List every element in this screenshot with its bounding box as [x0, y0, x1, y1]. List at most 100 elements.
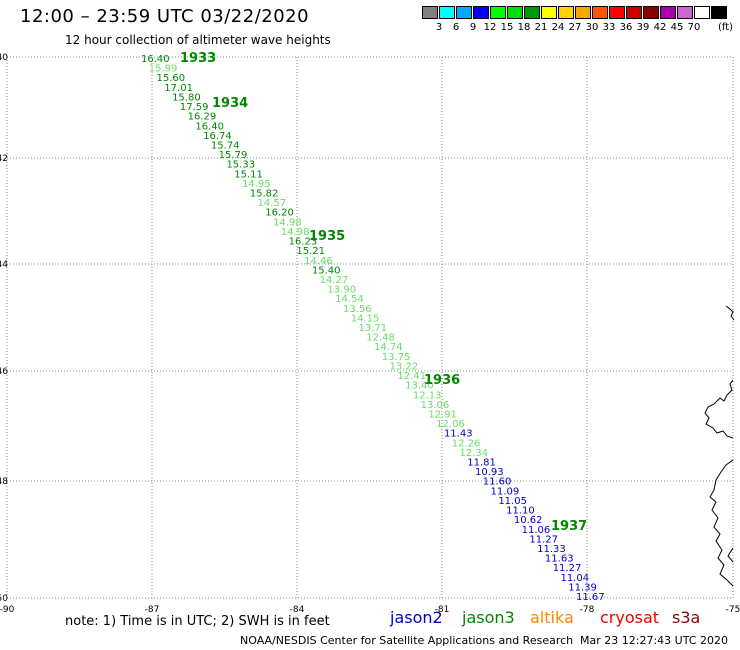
legend-label: 9 [469, 22, 477, 33]
legend-swatch [694, 6, 710, 19]
swh-value: 12.41 [397, 371, 426, 382]
map-title: 12:00 – 23:59 UTC 03/22/2020 [20, 6, 310, 27]
swh-value: 14.46 [304, 256, 333, 267]
swh-value: 15.79 [219, 150, 248, 161]
legend-label: 30 [585, 22, 599, 33]
swh-value: 11.04 [560, 573, 589, 584]
swh-value: 11.06 [522, 525, 551, 536]
swh-value: 13.06 [421, 400, 450, 411]
legend-swatch [473, 6, 489, 19]
swh-value: 17.59 [180, 102, 209, 113]
swh-value: 15.74 [211, 140, 240, 151]
swh-value: 14.98 [281, 227, 310, 238]
legend-label: 24 [551, 22, 565, 33]
swh-value: 14.15 [351, 313, 380, 324]
legend-swatch [422, 6, 438, 19]
lon-label: -81 [435, 605, 450, 615]
legend-label: 27 [568, 22, 582, 33]
swh-value: 11.33 [537, 544, 566, 555]
satellite-s3a: s3a [672, 608, 701, 627]
lat-label: 50 [0, 594, 8, 604]
swh-value: 10.62 [514, 515, 543, 526]
satellite-cryosat: cryosat [600, 608, 660, 627]
legend-swatch [439, 6, 455, 19]
swh-value: 14.98 [273, 217, 302, 228]
legend-swatch [609, 6, 625, 19]
time-label: 1935 [309, 229, 345, 244]
legend-swatch [575, 6, 591, 19]
swh-value: 16.74 [203, 131, 232, 142]
swh-value: 16.40 [195, 121, 224, 132]
legend-swatch [711, 6, 727, 19]
lon-label: -78 [580, 605, 595, 615]
footer-note: note: 1) Time is in UTC; 2) SWH is in fe… [65, 614, 330, 629]
swh-value: 15.33 [226, 160, 255, 171]
lat-label: 44 [0, 260, 8, 270]
swh-value: 13.22 [390, 361, 419, 372]
swh-value: 12.48 [366, 333, 395, 344]
legend-label: 15 [500, 22, 514, 33]
lat-label: 48 [0, 477, 8, 487]
swh-value: 11.10 [506, 506, 535, 517]
axis-labels: 40 42 44 46 48 50-90 -87 -84 -81 -78 -75 [0, 53, 740, 615]
legend-swatch [524, 6, 540, 19]
swh-value: 17.01 [164, 83, 193, 94]
swh-value: 13.56 [343, 304, 372, 315]
legend-label: 12 [483, 22, 497, 33]
satellite-altika: altika [530, 608, 574, 627]
swh-value: 12.06 [436, 419, 465, 430]
legend-swatch [626, 6, 642, 19]
lat-lon-grid [6, 56, 734, 599]
swh-value: 15.99 [149, 64, 178, 75]
lon-label: -84 [290, 605, 305, 615]
legend-label: 3 [435, 22, 443, 33]
generated-timestamp: Mar 23 12:27:43 UTC 2020 [580, 634, 728, 647]
lon-label: -90 [0, 605, 15, 615]
legend-swatch [592, 6, 608, 19]
swh-value: 12.91 [428, 409, 457, 420]
coastline-segment [727, 547, 734, 563]
swh-value: 15.11 [234, 169, 263, 180]
legend-swatch [541, 6, 557, 19]
swh-value: 11.67 [576, 592, 605, 603]
swh-value: 11.39 [568, 582, 597, 593]
swh-value: 14.27 [320, 275, 349, 286]
swh-value: 11.63 [545, 554, 574, 565]
legend-swatch [558, 6, 574, 19]
swh-value: 15.21 [296, 246, 325, 257]
legend-unit: (ft) [718, 22, 734, 33]
legend-label: 45 [670, 22, 684, 33]
swh-value: 14.74 [374, 342, 403, 353]
legend-label: 6 [452, 22, 460, 33]
swh-value: 14.95 [242, 179, 271, 190]
legend-label: 70 [687, 22, 701, 33]
swh-value: 11.60 [483, 477, 512, 488]
swh-value: 13.71 [359, 323, 388, 334]
legend-swatch [677, 6, 693, 19]
swh-value: 11.05 [498, 496, 527, 507]
legend-swatch [507, 6, 523, 19]
lat-label: 46 [0, 367, 8, 377]
swh-value: 11.81 [467, 458, 496, 469]
swh-value: 13.90 [327, 285, 356, 296]
lat-label: 40 [0, 53, 8, 63]
coastline [704, 305, 735, 587]
lat-label: 42 [0, 154, 8, 164]
legend-label: 21 [534, 22, 548, 33]
time-label: 1937 [551, 519, 587, 534]
legend-label: 39 [636, 22, 650, 33]
legend-label: 42 [653, 22, 667, 33]
legend-swatch [643, 6, 659, 19]
swh-value: 12.26 [452, 438, 481, 449]
legend-label: 36 [619, 22, 633, 33]
swh-value: 15.80 [172, 92, 201, 103]
time-label: 1933 [180, 51, 216, 66]
swh-value: 15.60 [157, 73, 186, 84]
coastline-segment [725, 305, 735, 321]
swh-value: 11.09 [491, 486, 520, 497]
swh-value: 13.40 [405, 381, 434, 392]
swh-value: 14.57 [258, 198, 287, 209]
legend-swatch [660, 6, 676, 19]
swh-track: 16.4015.9915.6017.0115.8017.5916.2916.40… [141, 51, 605, 603]
